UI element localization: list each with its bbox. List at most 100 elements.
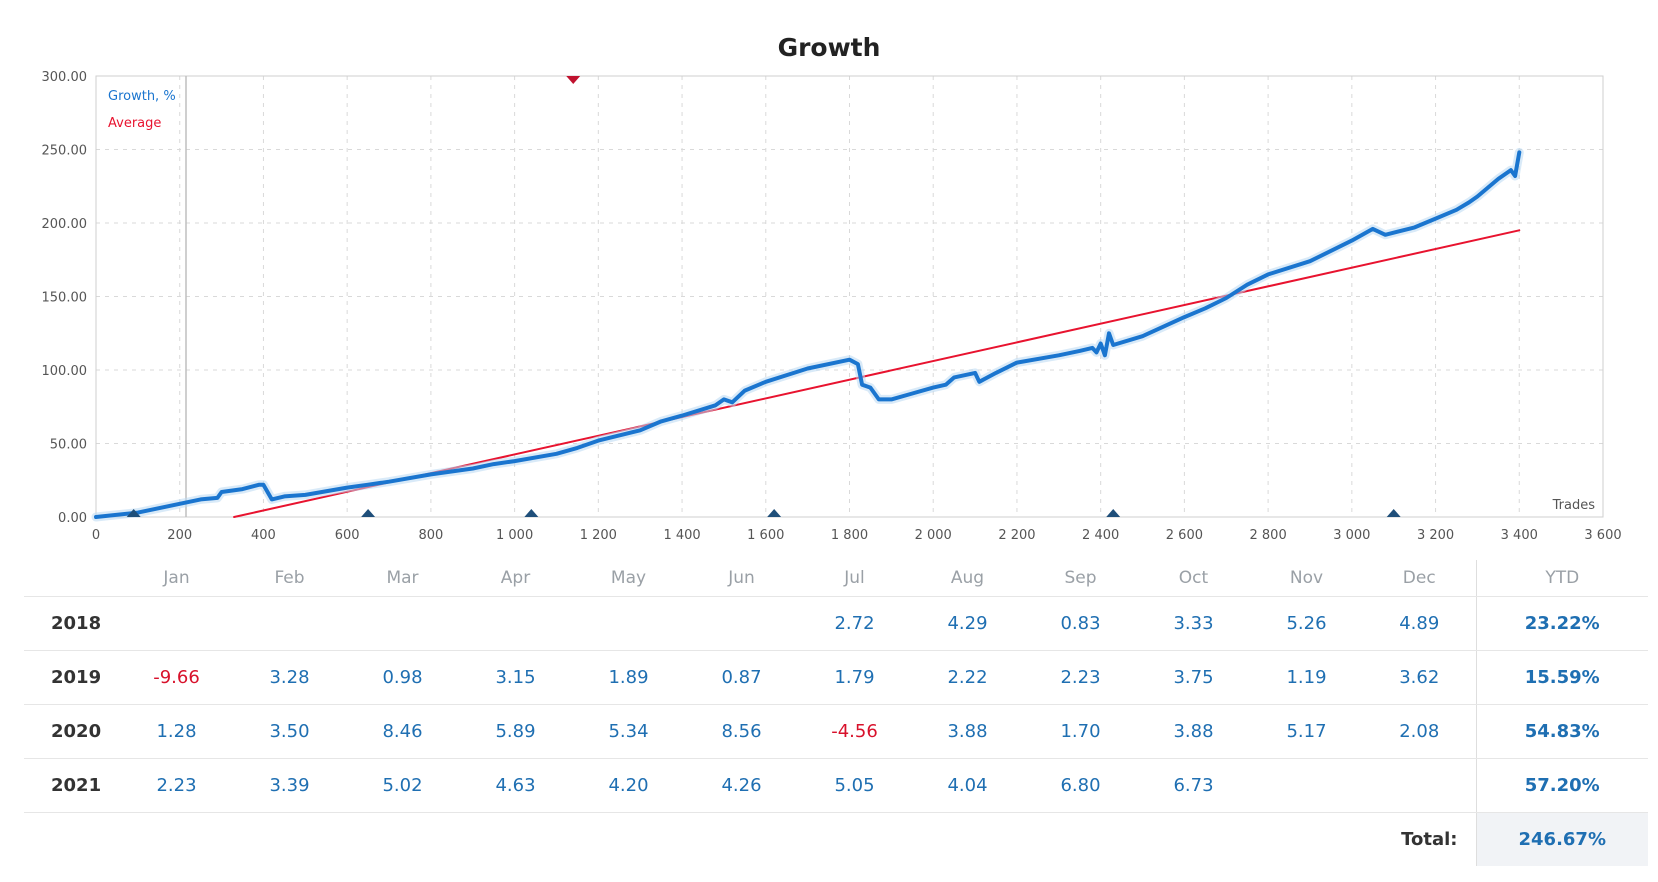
x-tick-label: 1 000 xyxy=(496,528,533,543)
month-value-cell: 1.28 xyxy=(120,704,233,759)
y-tick-label: 100.00 xyxy=(42,364,88,379)
ytd-cell: 54.83% xyxy=(1475,704,1648,759)
trade-marker-up xyxy=(361,509,376,517)
x-tick-label: 1 800 xyxy=(831,528,868,543)
header-jan: Jan xyxy=(120,560,233,597)
month-value-cell xyxy=(233,596,346,651)
month-value-cell: 2.72 xyxy=(798,596,911,651)
header-ytd: YTD xyxy=(1475,560,1648,597)
total-label: Total: xyxy=(1401,829,1458,850)
month-value-cell xyxy=(572,596,685,651)
growth-chart: Growth 0.00 50.00 100.00 150.00 200.00 250.00… xyxy=(42,33,1622,543)
series-layer xyxy=(91,147,1524,522)
month-value-cell: 2.23 xyxy=(1024,650,1137,705)
trade-markers xyxy=(126,76,1401,517)
month-value-cell xyxy=(1363,758,1476,813)
total-row: Total: 246.67% xyxy=(24,812,1648,866)
x-tick-label: 1 600 xyxy=(747,528,784,543)
x-tick-label: 200 xyxy=(167,528,192,543)
x-tick-label: 1 200 xyxy=(580,528,617,543)
y-tick-label: 250.00 xyxy=(42,144,88,159)
month-value-cell: -4.56 xyxy=(798,704,911,759)
y-tick-label: 50.00 xyxy=(50,438,87,453)
x-tick-label: 3 000 xyxy=(1333,528,1370,543)
month-value-cell xyxy=(120,596,233,651)
growth-line-halo xyxy=(91,147,1524,522)
month-value-cell: 1.79 xyxy=(798,650,911,705)
grid-lines xyxy=(96,76,1603,517)
x-axis-ticks: 0 200 400 600 800 1 000 1 200 1 400 1 600 1 800 2 … xyxy=(92,528,1622,543)
month-value-cell: 3.62 xyxy=(1363,650,1476,705)
month-value-cell: 5.17 xyxy=(1250,704,1363,759)
trade-marker-up xyxy=(524,509,539,517)
monthly-returns-table: Jan Feb Mar Apr May Jun Jul Aug Sep Oct … xyxy=(24,560,1648,866)
y-tick-label: 0.00 xyxy=(58,511,87,526)
trade-marker-up xyxy=(1106,509,1121,517)
header-mar: Mar xyxy=(346,560,459,597)
x-axis-label: Trades xyxy=(1552,498,1596,513)
ytd-cell: 57.20% xyxy=(1475,758,1648,813)
year-cell: 2020 xyxy=(24,704,120,759)
header-apr: Apr xyxy=(459,560,572,597)
month-value-cell: 5.34 xyxy=(572,704,685,759)
month-value-cell: 3.50 xyxy=(233,704,346,759)
month-value-cell xyxy=(346,596,459,651)
month-value-cell: 8.56 xyxy=(685,704,798,759)
y-tick-label: 300.00 xyxy=(42,70,88,85)
table-row: 2021 2.23 3.39 5.02 4.63 4.20 4.26 5.05 4.04 6.80… xyxy=(24,758,1648,813)
y-tick-label: 200.00 xyxy=(42,217,88,232)
table-row: 2018 2.72 4.29 0.83 3.33 5.26 4.89 23.22% xyxy=(24,596,1648,651)
header-nov: Nov xyxy=(1250,560,1363,597)
header-year xyxy=(24,560,120,597)
header-feb: Feb xyxy=(233,560,346,597)
month-value-cell: 3.28 xyxy=(233,650,346,705)
month-value-cell: -9.66 xyxy=(120,650,233,705)
year-cell: 2018 xyxy=(24,596,120,651)
month-value-cell: 1.19 xyxy=(1250,650,1363,705)
month-value-cell: 2.22 xyxy=(911,650,1024,705)
month-value-cell: 5.02 xyxy=(346,758,459,813)
x-tick-label: 2 200 xyxy=(998,528,1035,543)
total-value: 246.67% xyxy=(1475,812,1648,866)
header-oct: Oct xyxy=(1137,560,1250,597)
growth-series-line xyxy=(94,150,1522,519)
header-may: May xyxy=(572,560,685,597)
table-header-row: Jan Feb Mar Apr May Jun Jul Aug Sep Oct … xyxy=(24,560,1648,597)
x-tick-label: 600 xyxy=(335,528,360,543)
month-value-cell: 1.89 xyxy=(572,650,685,705)
table-row: 2019 -9.66 3.28 0.98 3.15 1.89 0.87 1.79 2.22 2.2… xyxy=(24,650,1648,705)
month-value-cell: 5.05 xyxy=(798,758,911,813)
month-value-cell: 8.46 xyxy=(346,704,459,759)
month-value-cell: 0.83 xyxy=(1024,596,1137,651)
month-value-cell: 3.39 xyxy=(233,758,346,813)
ytd-cell: 15.59% xyxy=(1475,650,1648,705)
legend-growth: Growth, % xyxy=(108,89,176,104)
month-value-cell: 2.23 xyxy=(120,758,233,813)
header-dec: Dec xyxy=(1363,560,1476,597)
month-value-cell: 4.29 xyxy=(911,596,1024,651)
x-tick-label: 1 400 xyxy=(663,528,700,543)
month-value-cell: 4.26 xyxy=(685,758,798,813)
table-row: 2020 1.28 3.50 8.46 5.89 5.34 8.56 -4.56 3.88 1.7… xyxy=(24,704,1648,759)
legend-average: Average xyxy=(108,116,161,131)
month-value-cell xyxy=(459,596,572,651)
month-value-cell: 2.08 xyxy=(1363,704,1476,759)
table-body: 2018 2.72 4.29 0.83 3.33 5.26 4.89 23.22% 2019 -9… xyxy=(24,596,1648,813)
month-value-cell: 3.33 xyxy=(1137,596,1250,651)
x-tick-label: 2 600 xyxy=(1166,528,1203,543)
plot-frame xyxy=(95,75,1604,518)
trade-marker-up xyxy=(1386,509,1401,517)
x-tick-label: 3 600 xyxy=(1584,528,1621,543)
x-tick-label: 3 200 xyxy=(1417,528,1454,543)
ytd-cell: 23.22% xyxy=(1475,596,1648,651)
y-axis-ticks: 0.00 50.00 100.00 150.00 200.00 250.00 300.00 xyxy=(42,70,88,526)
month-value-cell: 6.80 xyxy=(1024,758,1137,813)
header-aug: Aug xyxy=(911,560,1024,597)
chart-title: Growth xyxy=(778,33,881,62)
x-tick-label: 2 000 xyxy=(915,528,952,543)
month-value-cell: 1.70 xyxy=(1024,704,1137,759)
x-tick-label: 400 xyxy=(251,528,276,543)
month-value-cell xyxy=(1250,758,1363,813)
month-value-cell: 3.15 xyxy=(459,650,572,705)
month-value-cell: 3.88 xyxy=(911,704,1024,759)
